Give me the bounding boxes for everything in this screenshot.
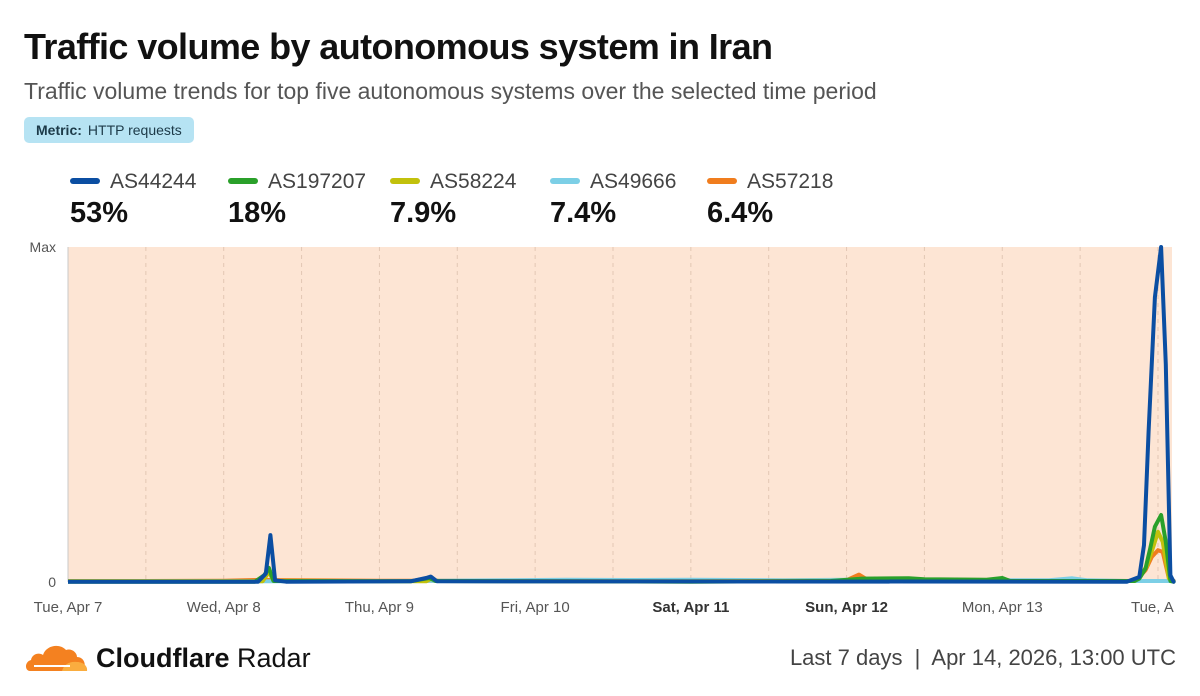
legend-series-name: AS49666 bbox=[590, 170, 677, 193]
metric-badge[interactable]: Metric: HTTP requests bbox=[24, 117, 194, 143]
brand-strong: Cloudflare bbox=[96, 643, 230, 673]
legend-swatch bbox=[390, 178, 420, 184]
legend-series-name: AS58224 bbox=[430, 170, 517, 193]
legend-swatch bbox=[70, 178, 100, 184]
legend-swatch bbox=[707, 178, 737, 184]
x-tick-label: Mon, Apr 13 bbox=[962, 599, 1043, 616]
legend-series-name: AS197207 bbox=[268, 170, 367, 193]
legend-series-share: 7.4% bbox=[550, 197, 617, 229]
x-tick-label: Sun, Apr 12 bbox=[805, 599, 888, 616]
legend-swatch bbox=[228, 178, 258, 184]
x-tick-label: Fri, Apr 10 bbox=[501, 599, 570, 616]
legend-series-share: 53% bbox=[70, 197, 129, 229]
y-tick-min: 0 bbox=[48, 574, 56, 590]
legend-series-share: 7.9% bbox=[390, 197, 457, 229]
legend-series-share: 6.4% bbox=[707, 197, 774, 229]
legend-swatch bbox=[550, 178, 580, 184]
traffic-line-chart[interactable]: Max 0 Tue, Apr 7 Wed, Apr 8 Thu, Apr 9 Fri, A… bbox=[0, 230, 1200, 622]
x-tick-label: Tue, Apr 7 bbox=[34, 599, 103, 616]
legend-series-share: 18% bbox=[228, 197, 287, 229]
x-tick-label: Thu, Apr 9 bbox=[345, 599, 414, 616]
x-tick-label: Sat, Apr 11 bbox=[652, 599, 729, 616]
x-tick-label: Tue, A bbox=[1131, 599, 1174, 616]
brand-light: Radar bbox=[229, 643, 311, 673]
series-line-as44244 bbox=[68, 245, 1176, 584]
brand-name: Cloudflare Radar bbox=[96, 643, 311, 674]
y-tick-max: Max bbox=[30, 239, 56, 255]
x-tick-label: Wed, Apr 8 bbox=[187, 599, 261, 616]
legend-series-name: AS57218 bbox=[747, 170, 834, 193]
chart-subtitle: Traffic volume trends for top five auton… bbox=[24, 78, 877, 104]
metric-label: Metric: bbox=[36, 122, 82, 138]
plot-area bbox=[68, 247, 1172, 582]
legend-series-name: AS44244 bbox=[110, 170, 197, 193]
chart-title: Traffic volume by autonomous system in I… bbox=[24, 26, 773, 67]
cloudflare-logo-icon bbox=[26, 645, 88, 671]
time-range-info: Last 7 days | Apr 14, 2026, 13:00 UTC bbox=[789, 645, 1176, 670]
metric-value: HTTP requests bbox=[87, 122, 182, 138]
